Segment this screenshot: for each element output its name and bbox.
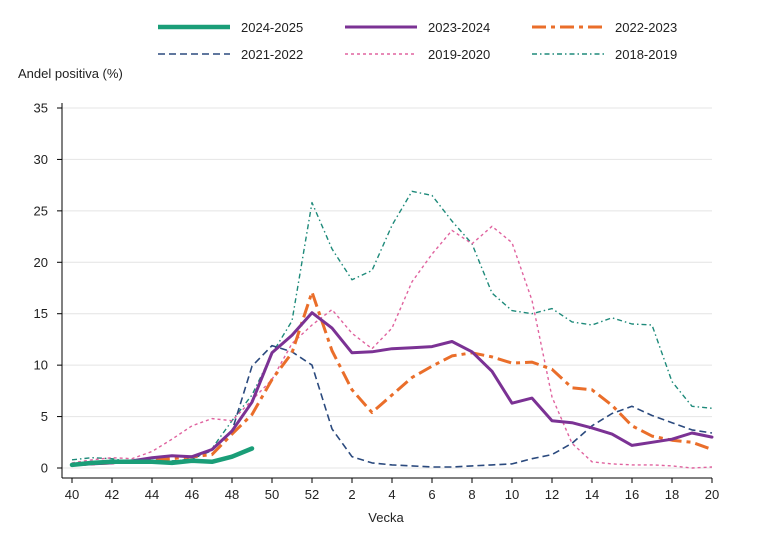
series-lines — [69, 190, 714, 469]
x-axis: 40 42 44 46 48 50 52 2 4 6 8 10 12 14 16 18 20 — [62, 477, 719, 502]
y-tick-label: 0 — [41, 461, 48, 476]
legend-label-2022-2023: 2022-2023 — [615, 20, 677, 35]
x-tick-label: 12 — [545, 487, 559, 502]
x-tick-label: 52 — [305, 487, 319, 502]
x-tick-label: 14 — [585, 487, 599, 502]
x-tick-label: 10 — [505, 487, 519, 502]
y-tick-label: 10 — [34, 358, 48, 373]
x-tick-label: 42 — [105, 487, 119, 502]
x-tick-label: 48 — [225, 487, 239, 502]
series-line-2024-2025 — [69, 446, 255, 468]
series-line-2021-2022 — [71, 344, 713, 468]
x-tick-label: 40 — [65, 487, 79, 502]
legend-label-2021-2022: 2021-2022 — [241, 47, 303, 62]
y-axis-title: Andel positiva (%) — [18, 66, 123, 81]
y-tick-label: 25 — [34, 203, 48, 218]
legend-label-2024-2025: 2024-2025 — [241, 20, 303, 35]
y-tick-label: 20 — [34, 255, 48, 270]
x-tick-label: 4 — [388, 487, 395, 502]
x-tick-label: 44 — [145, 487, 159, 502]
x-tick-label: 20 — [705, 487, 719, 502]
legend-label-2023-2024: 2023-2024 — [428, 20, 490, 35]
legend-label-2018-2019: 2018-2019 — [615, 47, 677, 62]
y-tick-label: 5 — [41, 409, 48, 424]
legend: 2024-2025 2023-2024 2022-2023 2021-2022 2019… — [158, 20, 677, 62]
y-axis: 0 5 10 15 20 25 30 35 — [34, 101, 63, 478]
x-tick-label: 2 — [348, 487, 355, 502]
legend-label-2019-2020: 2019-2020 — [428, 47, 490, 62]
x-tick-label: 8 — [468, 487, 475, 502]
gridlines — [62, 107, 712, 469]
x-tick-label: 50 — [265, 487, 279, 502]
x-tick-label: 46 — [185, 487, 199, 502]
y-tick-label: 15 — [34, 306, 48, 321]
x-axis-title: Vecka — [368, 510, 404, 525]
series-line-2022-2023 — [71, 290, 713, 467]
x-tick-label: 6 — [428, 487, 435, 502]
y-tick-label: 30 — [34, 152, 48, 167]
x-tick-label: 18 — [665, 487, 679, 502]
y-tick-label: 35 — [34, 101, 48, 116]
series-line-2023-2024 — [70, 311, 714, 467]
x-tick-label: 16 — [625, 487, 639, 502]
